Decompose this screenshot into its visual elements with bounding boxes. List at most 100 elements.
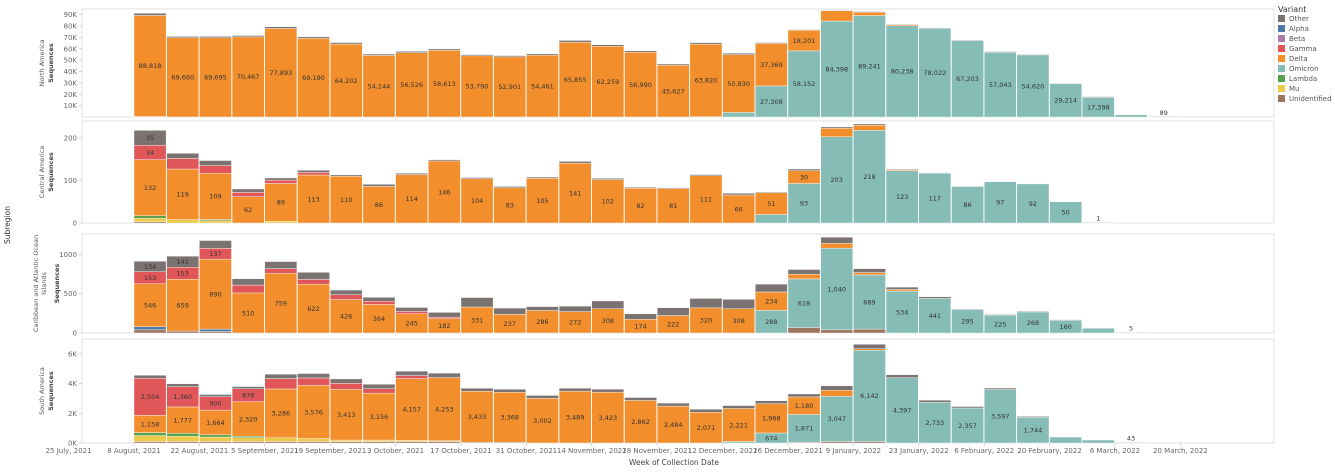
legend-swatch-lambda <box>1278 75 1285 82</box>
panel-2: 0 500 1000 Caribbean and Atlantic OceanIsla… <box>32 233 1275 338</box>
y-axis-label: Sequences <box>47 371 55 411</box>
bar-segment-other <box>231 35 265 38</box>
bar-segment-omicron <box>1016 416 1050 444</box>
bar-segment-other <box>526 176 559 179</box>
subregion-label: Central America <box>38 146 46 199</box>
bar-segment-unidentified <box>199 331 232 334</box>
data-label: 6,142 <box>860 392 879 400</box>
data-label: 89 <box>277 199 285 207</box>
y-tick-label: 70K <box>64 34 78 42</box>
legend-item-beta: Beta <box>1289 35 1305 43</box>
bar-segment-delta <box>624 187 657 224</box>
bar-segment-unidentified <box>133 441 167 444</box>
bar-segment-mu <box>231 437 265 442</box>
data-label: 3,576 <box>304 408 323 416</box>
data-label: 1,871 <box>795 425 814 433</box>
bar-segment-other <box>918 296 952 299</box>
bar-segment-omicron <box>1049 201 1082 224</box>
bar-segment-delta <box>428 377 461 441</box>
bar-segment-other <box>330 289 363 296</box>
bar-segment-delta <box>820 390 854 397</box>
data-label: 295 <box>961 318 973 326</box>
row-axis-title: Subregion <box>3 206 12 244</box>
bar-segment-alpha <box>199 328 232 332</box>
data-label: 4,157 <box>402 406 421 414</box>
bar-segment-omicron <box>1114 442 1148 444</box>
bar-segment-delta <box>133 159 167 216</box>
data-label: 2,357 <box>958 422 977 430</box>
bar-segment-delta <box>460 391 494 443</box>
bar-segment-other <box>264 373 298 379</box>
bar-segment-mu <box>199 436 232 442</box>
bar-segment-gamma <box>428 316 461 319</box>
bar-segment-delta <box>657 405 690 444</box>
bar-segment-other <box>624 313 657 320</box>
bar-segment-other <box>722 405 755 409</box>
legend-title: Variant <box>1278 5 1306 14</box>
bar-segment-alpha <box>133 326 167 331</box>
data-label: 510 <box>242 309 254 317</box>
data-label: 2,320 <box>239 415 258 423</box>
data-label: 92 <box>1029 200 1037 208</box>
x-tick-label: 22 August, 2021 <box>170 447 228 455</box>
data-label: 174 <box>634 322 646 330</box>
y-tick-label: 50K <box>64 57 78 65</box>
bar-segment-gamma <box>395 311 428 314</box>
bar-segment-gamma <box>395 375 428 379</box>
data-label: 2,221 <box>729 421 748 429</box>
bar-segment-other <box>591 44 625 47</box>
bar-segment-other <box>755 191 788 194</box>
x-tick-label: 14 November, 2021 <box>557 447 627 455</box>
bar-segment-delta <box>624 400 657 444</box>
bar-segment-gamma <box>231 284 265 294</box>
y-axis-label: Sequences <box>47 43 55 83</box>
data-label: 622 <box>307 305 319 313</box>
legend-item-alpha: Alpha <box>1289 25 1309 33</box>
bar-segment-mu <box>264 221 298 224</box>
bar-segment-delta <box>820 128 854 137</box>
x-tick-label: 28 November, 2021 <box>622 447 692 455</box>
bar-segment-delta <box>231 196 265 224</box>
bar-segment-omicron <box>951 40 984 118</box>
bar-segment-other <box>133 261 167 272</box>
data-label: 54,620 <box>1022 82 1045 90</box>
bar-segment-other <box>558 305 592 312</box>
data-label: 153 <box>144 274 156 282</box>
data-label: 759 <box>275 299 287 307</box>
data-label: 18,201 <box>793 37 816 45</box>
bar-segment-gamma <box>199 165 232 174</box>
bar-segment-lambda <box>199 434 232 438</box>
bar-segment-delta <box>166 37 199 118</box>
bar-segment-delta <box>166 168 199 220</box>
data-label: 674 <box>765 434 777 442</box>
bar-segment-gamma <box>264 378 298 390</box>
data-label: 3,047 <box>827 415 846 423</box>
data-label: 43 <box>1127 434 1135 442</box>
bar-segment-other <box>820 126 854 129</box>
bar-segment-other <box>1016 416 1050 418</box>
bar-segment-other <box>984 387 1017 390</box>
bar-segment-omicron <box>755 85 788 118</box>
data-label: 97 <box>996 199 1004 207</box>
subregion-label: North America <box>38 39 46 86</box>
bar-segment-delta <box>362 55 396 118</box>
data-label: 58,152 <box>793 80 816 88</box>
data-label: 89,241 <box>858 63 881 71</box>
data-label: 63,820 <box>695 77 718 85</box>
data-label: 82 <box>636 202 644 210</box>
bar-segment-lambda <box>166 433 199 437</box>
bar-segment-delta <box>722 194 755 224</box>
bar-segment-lambda <box>133 215 167 219</box>
bar-segment-unidentified <box>166 330 199 334</box>
y-tick-label: 6K <box>68 350 77 358</box>
bar-segment-omicron <box>1082 222 1115 224</box>
y-tick-label: 4K <box>68 380 77 388</box>
data-label: 52,901 <box>498 83 521 91</box>
bar-segment-omicron <box>885 377 919 444</box>
bar-segment-other <box>918 27 952 29</box>
data-label: 66 <box>735 205 743 213</box>
data-label: 30 <box>800 173 808 181</box>
bar-segment-gamma <box>297 377 330 386</box>
